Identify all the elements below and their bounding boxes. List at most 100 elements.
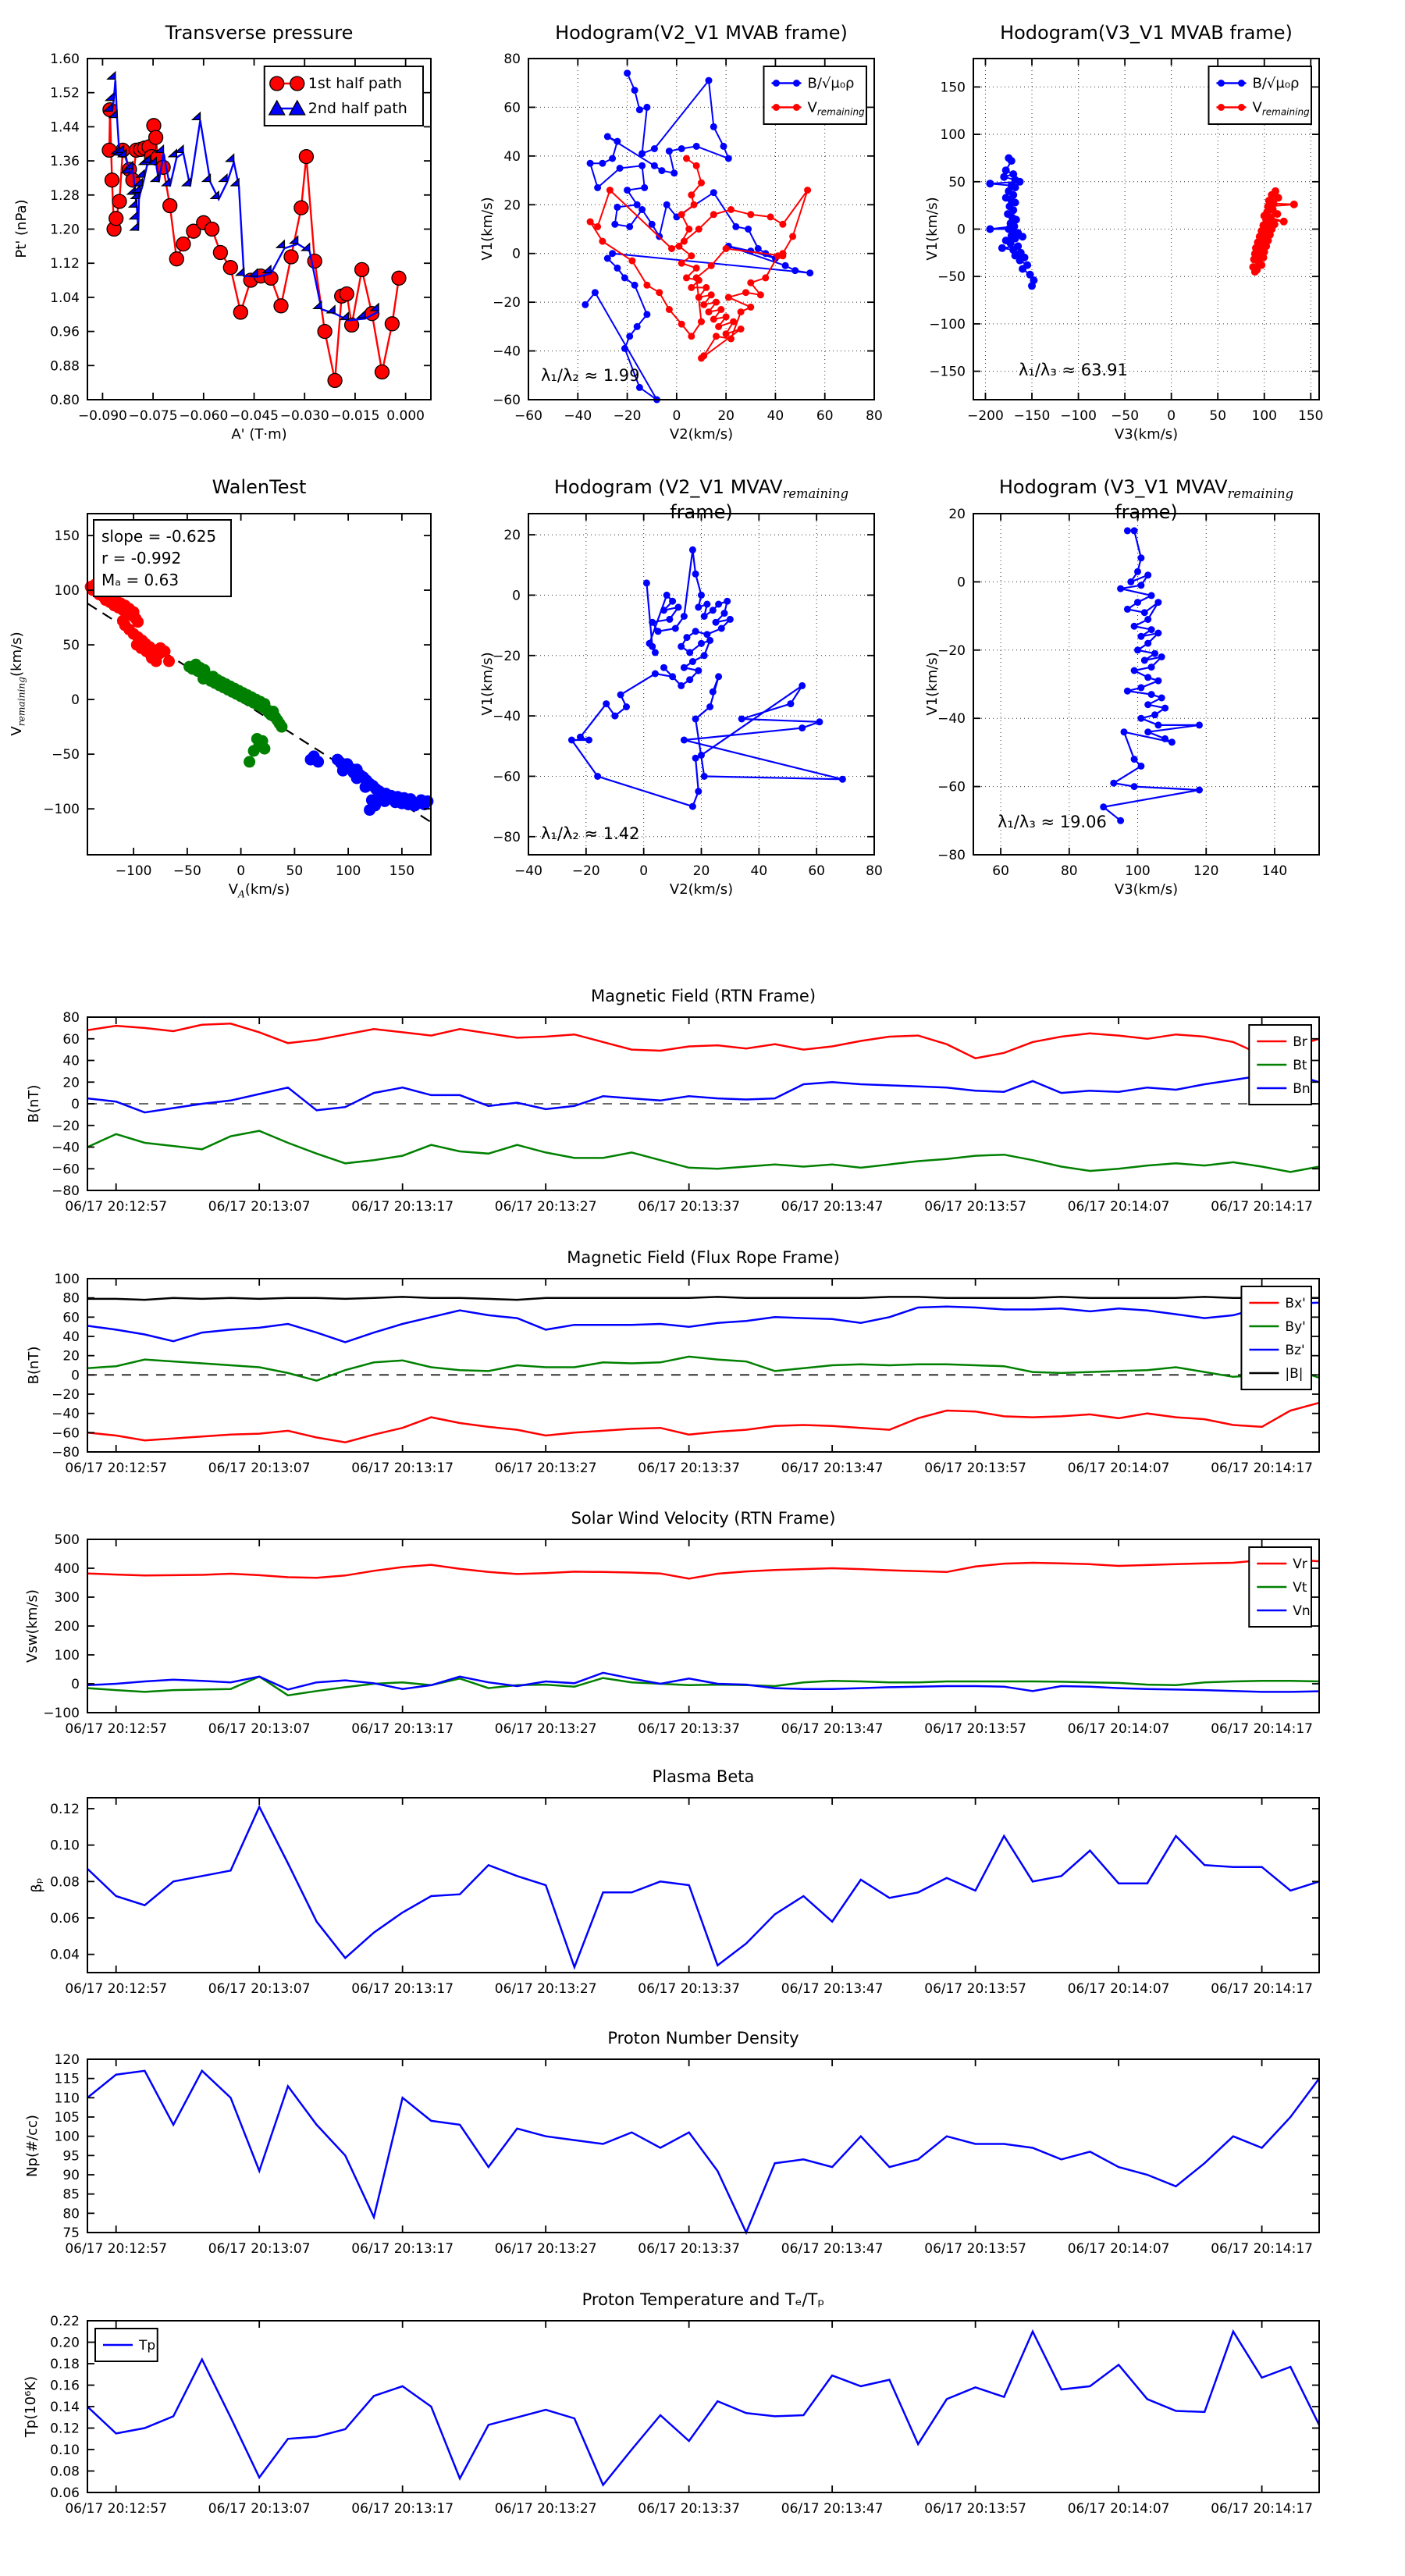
svg-text:06/17 20:13:07: 06/17 20:13:07 — [208, 2241, 311, 2257]
panel-title-hodogram-v2v1-mvav: Hodogram (V2_V1 MVAVremaining frame) — [553, 476, 849, 523]
p3-xaxis-label: V3(km/s) — [1114, 426, 1179, 443]
svg-text:06/17 20:13:57: 06/17 20:13:57 — [924, 1199, 1026, 1215]
p5-xaxis-label: V2(km/s) — [669, 881, 734, 898]
svg-text:06/17 20:13:47: 06/17 20:13:47 — [781, 1981, 884, 1997]
svg-text:150: 150 — [941, 80, 966, 95]
svg-text:0.14: 0.14 — [50, 2400, 80, 2415]
svg-text:λ₁/λ₂ ≈ 1.99: λ₁/λ₂ ≈ 1.99 — [541, 366, 639, 385]
svg-text:06/17 20:13:07: 06/17 20:13:07 — [208, 2501, 311, 2517]
svg-text:0.12: 0.12 — [50, 2421, 80, 2437]
panel-title-hodogram-v3v1-mvab: Hodogram(V3_V1 MVAB frame) — [1000, 22, 1293, 44]
svg-text:80: 80 — [866, 863, 883, 879]
svg-text:20: 20 — [503, 528, 521, 543]
svg-text:150: 150 — [389, 863, 414, 879]
p4-plot: −100 −50 0 50 100 150 −100 −50 0 50 100 150 slope = … — [43, 513, 434, 879]
svg-text:−50: −50 — [52, 747, 80, 763]
svg-text:−40: −40 — [564, 408, 592, 424]
svg-text:06/17 20:13:07: 06/17 20:13:07 — [208, 1461, 311, 1476]
svg-text:0.10: 0.10 — [50, 2443, 80, 2458]
svg-text:120: 120 — [1193, 863, 1218, 879]
svg-text:−50: −50 — [937, 269, 966, 285]
svg-text:60: 60 — [503, 100, 521, 116]
svg-text:1.52: 1.52 — [50, 86, 80, 101]
svg-text:0: 0 — [71, 692, 80, 708]
svg-text:slope = -0.625: slope = -0.625 — [101, 527, 216, 546]
svg-text:100: 100 — [55, 1272, 80, 1287]
ts6-plot: 06/17 20:12:57 06/17 20:13:07 06/17 20:13:… — [50, 2314, 1321, 2517]
svg-text:100: 100 — [336, 863, 361, 879]
svg-text:06/17 20:12:57: 06/17 20:12:57 — [65, 2241, 167, 2257]
svg-text:Vr: Vr — [1293, 1557, 1307, 1572]
p4-yaxis-label: Vremaining(km/s) — [9, 632, 27, 736]
svg-text:1.60: 1.60 — [50, 52, 80, 67]
panel-title-plasma-beta: Plasma Beta — [652, 1767, 755, 1786]
p5-plot: −40 −20 0 20 40 60 80 −80 −60 −40 −20 0 20 λ₁/λ₂ ≈ 1.… — [493, 513, 883, 879]
svg-text:06/17 20:13:17: 06/17 20:13:17 — [351, 2241, 454, 2257]
svg-text:0: 0 — [512, 247, 521, 262]
svg-text:−80: −80 — [52, 1183, 80, 1199]
svg-text:06/17 20:12:57: 06/17 20:12:57 — [65, 2501, 167, 2517]
svg-text:20: 20 — [503, 197, 521, 213]
svg-text:−20: −20 — [493, 295, 521, 311]
panel-title-proton-temperature: Proton Temperature and Tₑ/Tₚ — [582, 2290, 825, 2309]
svg-text:0: 0 — [957, 575, 966, 590]
svg-text:150: 150 — [55, 528, 80, 544]
svg-text:60: 60 — [808, 863, 825, 879]
svg-text:06/17 20:13:57: 06/17 20:13:57 — [924, 1721, 1026, 1737]
svg-text:50: 50 — [62, 638, 80, 653]
svg-text:80: 80 — [62, 1291, 80, 1307]
svg-text:06/17 20:13:37: 06/17 20:13:37 — [638, 1981, 740, 1997]
svg-text:100: 100 — [1125, 863, 1150, 879]
svg-text:06/17 20:13:37: 06/17 20:13:37 — [638, 1199, 740, 1215]
svg-text:06/17 20:13:27: 06/17 20:13:27 — [495, 2241, 597, 2257]
svg-text:0.88: 0.88 — [50, 358, 80, 374]
svg-text:1.28: 1.28 — [50, 188, 80, 204]
svg-text:80: 80 — [1061, 863, 1078, 879]
p6-xaxis-label: V3(km/s) — [1114, 881, 1179, 898]
svg-text:06/17 20:14:07: 06/17 20:14:07 — [1068, 2241, 1170, 2257]
svg-text:−100: −100 — [1060, 408, 1097, 424]
svg-text:06/17 20:14:07: 06/17 20:14:07 — [1068, 1721, 1170, 1737]
svg-text:Vt: Vt — [1293, 1580, 1307, 1596]
svg-text:1.44: 1.44 — [50, 119, 80, 135]
svg-text:06/17 20:12:57: 06/17 20:12:57 — [65, 1721, 167, 1737]
svg-text:60: 60 — [992, 863, 1009, 879]
svg-text:140: 140 — [1262, 863, 1287, 879]
svg-text:0: 0 — [71, 1097, 80, 1112]
panel-title-walen-test: WalenTest — [212, 476, 307, 498]
svg-text:20: 20 — [948, 507, 966, 522]
svg-text:06/17 20:13:17: 06/17 20:13:17 — [351, 2501, 454, 2517]
svg-text:06/17 20:13:07: 06/17 20:13:07 — [208, 1981, 311, 1997]
svg-text:By': By' — [1285, 1319, 1305, 1335]
p1-plot: −0.090 −0.075 −0.060 −0.045 −0.030 −0.015 0.00… — [50, 52, 432, 424]
svg-text:06/17 20:13:17: 06/17 20:13:17 — [351, 1199, 454, 1215]
svg-text:06/17 20:14:17: 06/17 20:14:17 — [1211, 1199, 1313, 1215]
svg-text:−60: −60 — [514, 408, 542, 424]
svg-text:06/17 20:13:27: 06/17 20:13:27 — [495, 1461, 597, 1476]
svg-text:20: 20 — [62, 1349, 80, 1364]
ts5-plot: 06/17 20:12:57 06/17 20:13:07 06/17 20:13:… — [55, 2052, 1321, 2257]
svg-text:Bt: Bt — [1293, 1058, 1307, 1073]
svg-text:λ₁/λ₃ ≈ 19.06: λ₁/λ₃ ≈ 19.06 — [998, 813, 1107, 831]
svg-text:Bn: Bn — [1293, 1081, 1310, 1097]
panel-title-transverse-pressure: Transverse pressure — [165, 22, 354, 44]
svg-text:0: 0 — [672, 408, 681, 424]
svg-text:06/17 20:14:17: 06/17 20:14:17 — [1211, 1721, 1313, 1737]
svg-text:40: 40 — [62, 1329, 80, 1345]
svg-text:06/17 20:13:27: 06/17 20:13:27 — [495, 1981, 597, 1997]
svg-text:−50: −50 — [173, 863, 201, 879]
svg-text:−150: −150 — [1014, 408, 1051, 424]
svg-text:06/17 20:13:17: 06/17 20:13:17 — [351, 1721, 454, 1737]
svg-text:06/17 20:14:07: 06/17 20:14:07 — [1068, 1981, 1170, 1997]
svg-text:06/17 20:14:07: 06/17 20:14:07 — [1068, 1199, 1170, 1215]
svg-text:−50: −50 — [1111, 408, 1139, 424]
svg-text:−200: −200 — [967, 408, 1004, 424]
svg-text:100: 100 — [941, 127, 966, 143]
svg-text:0.12: 0.12 — [50, 1802, 80, 1817]
svg-text:1.36: 1.36 — [50, 154, 80, 169]
svg-text:0.08: 0.08 — [50, 2464, 80, 2480]
svg-text:120: 120 — [55, 2052, 80, 2068]
svg-text:50: 50 — [948, 175, 966, 190]
panel-title-hodogram-v3v1-mvav: Hodogram (V3_V1 MVAVremaining frame) — [998, 476, 1294, 523]
svg-text:06/17 20:14:17: 06/17 20:14:17 — [1211, 1981, 1313, 1997]
